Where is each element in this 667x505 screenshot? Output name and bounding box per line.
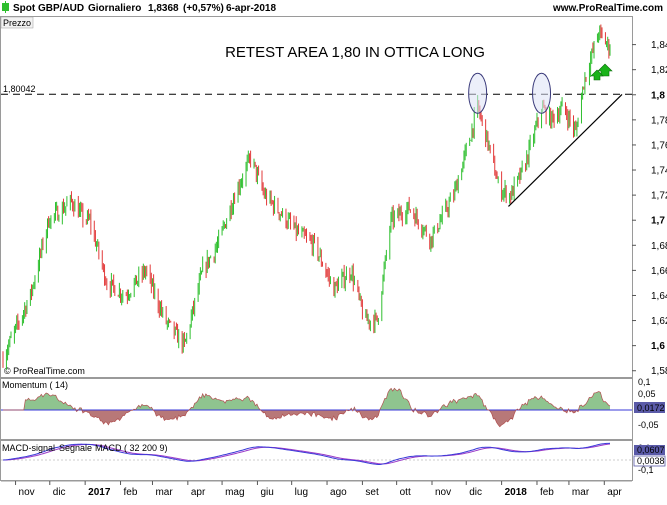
time-tick-label-15: feb	[540, 487, 554, 498]
momentum-tick-2: -0,05	[638, 420, 659, 430]
retest-circle-1[interactable]	[532, 72, 552, 114]
time-tick-label-11: ott	[400, 487, 411, 498]
macd-value-box	[634, 445, 665, 455]
instrument-name: Spot GBP/AUD	[13, 3, 84, 14]
time-tick-label-0: nov	[19, 487, 35, 498]
macd-signal-line	[2, 443, 611, 465]
time-tick-label-12: nov	[435, 487, 451, 498]
price-tick-label-9: 1,66	[651, 266, 667, 277]
price-tick-label-0: 1,84	[651, 40, 667, 51]
site-credit: www.ProRealTime.com	[552, 3, 663, 14]
macd-segnale-label: Segnale	[59, 443, 92, 453]
price-tick-label-2: 1,8	[651, 90, 665, 101]
macd-line	[2, 442, 611, 466]
momentum-tick-0: 0,1	[638, 377, 651, 387]
macd-value-box-2	[633, 455, 666, 467]
macd-signal-label: MACD-signal	[2, 443, 55, 453]
momentum-value: 0,0172	[637, 403, 665, 413]
time-tick-label-13: dic	[469, 487, 482, 498]
price-tick-label-6: 1,72	[651, 191, 667, 202]
momentum-tick-1: 0,05	[638, 389, 656, 399]
macd-label: MACD ( 32 200 9)	[95, 443, 168, 453]
time-tick-label-6: mag	[225, 487, 244, 498]
price-tick-label-10: 1,64	[651, 291, 667, 302]
retest-circle-0[interactable]	[468, 72, 488, 114]
time-tick-label-10: set	[365, 487, 379, 498]
time-tick-label-17: apr	[607, 487, 622, 498]
footer-credit: © ProRealTime.com	[4, 366, 85, 376]
price-tick-label-1: 1,82	[651, 65, 667, 76]
price-tick-label-7: 1,7	[651, 216, 665, 227]
momentum-label: Momentum ( 14)	[2, 380, 68, 390]
macd-tick-1: -0,1	[638, 465, 654, 475]
macd-series	[1, 442, 632, 466]
price-tick-label-3: 1,78	[651, 115, 667, 126]
price-tick-label-13: 1,58	[651, 366, 667, 377]
momentum-positive-area	[3, 388, 610, 410]
price-tick-label-12: 1,6	[651, 341, 665, 352]
momentum-panel-frame	[0, 378, 633, 440]
price-tick-label-8: 1,68	[651, 241, 667, 252]
price-panel-frame	[0, 16, 633, 378]
macd-value-1: 0,0607	[637, 445, 665, 455]
momentum-series	[1, 387, 632, 428]
time-tick-label-8: lug	[295, 487, 308, 498]
time-tick-label-1: dic	[53, 487, 66, 498]
time-tick-label-9: ago	[330, 487, 347, 498]
time-tick-label-3: feb	[124, 487, 138, 498]
overlay-layer	[468, 63, 623, 207]
timeframe-label: Giornaliero	[88, 3, 141, 14]
macd-value-2: 0,0038	[637, 456, 665, 466]
header-date: 6-apr-2018	[226, 3, 276, 14]
time-axis: nov dic 2017 feb mar apr mag giu lug ago set ott nov…	[1, 480, 632, 498]
price-tick-label-11: 1,62	[651, 316, 667, 327]
time-tick-label-14: 2018	[505, 487, 528, 498]
level-layer: 1,80042	[1, 84, 632, 95]
momentum-value-box	[634, 402, 665, 413]
resistance-level-label: 1,80042	[3, 84, 36, 94]
price-tick-label-5: 1,74	[651, 166, 667, 177]
price-panel-tab[interactable]	[0, 16, 34, 29]
time-tick-label-4: mar	[155, 487, 173, 498]
time-tick-label-16: mar	[572, 487, 590, 498]
momentum-line	[3, 387, 611, 428]
buy-arrow-icon	[597, 63, 613, 77]
price-panel-label: Prezzo	[3, 18, 31, 28]
last-price: 1,8368	[148, 3, 179, 14]
rising-trendline[interactable]	[508, 94, 623, 207]
time-tick-label-7: giu	[260, 487, 273, 498]
buy-arrow-icon-2	[590, 69, 604, 81]
annotation-title: RETEST AREA 1,80 IN OTTICA LONG	[225, 44, 485, 61]
time-tick-label-5: apr	[191, 487, 206, 498]
time-tick-label-2: 2017	[88, 487, 111, 498]
price-change: (+0,57%)	[183, 3, 224, 14]
price-tick-label-4: 1,76	[651, 140, 667, 151]
price-axis: 1,84 1,82 1,8 1,78 1,76 1,74 1,72 1,7 1,68 1,66 1,…	[632, 40, 667, 377]
candle-series	[2, 24, 611, 370]
